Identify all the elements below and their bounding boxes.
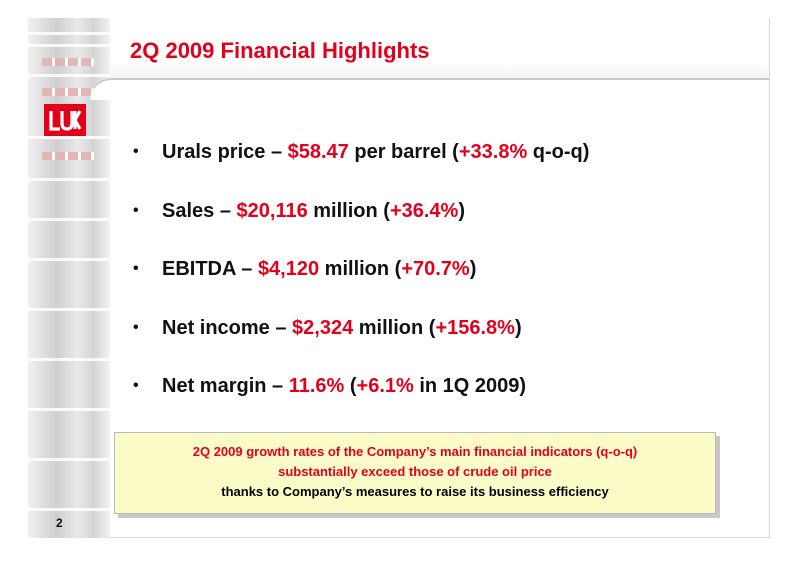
bullet-label: Urals price –: [162, 141, 288, 163]
bullet-label: Sales –: [162, 199, 237, 222]
bullet-label: million (: [319, 258, 402, 280]
bullet-marker: •: [133, 377, 139, 394]
bullet-value: $2,324: [292, 316, 354, 339]
bullet-marker: •: [133, 143, 139, 160]
callout-line-2: substantially exceed those of crude oil …: [278, 464, 552, 479]
bullet-value: +70.7%: [401, 258, 470, 280]
bullet-label: per barrel (: [348, 141, 459, 163]
bullet-item: • Net margin – 11.6% (+6.1% in 1Q 2009): [133, 372, 589, 431]
bullet-item: • EBITDA – $4,120 million (+70.7%): [133, 255, 589, 314]
bullet-marker: •: [133, 260, 139, 277]
bullet-text: Sales – $20,116 million (+36.4%): [162, 197, 465, 225]
header-band: [110, 18, 769, 88]
bullet-label: Net margin –: [162, 375, 289, 397]
bullet-label: ): [514, 316, 522, 339]
bullet-text: Urals price – $58.47 per barrel (+33.8% …: [162, 138, 589, 166]
logo-mark-icon: [49, 110, 82, 131]
bullet-label: (: [344, 375, 357, 397]
callout-box: 2Q 2009 growth rates of the Company’s ma…: [114, 432, 716, 514]
bullet-item: • Urals price – $58.47 per barrel (+33.8%…: [133, 138, 589, 197]
callout-line-3: thanks to Company’s measures to raise it…: [221, 484, 609, 499]
lukoil-logo: [44, 104, 86, 136]
header-curve: [90, 78, 769, 100]
bullet-value: 11.6%: [288, 375, 345, 397]
bullet-label: EBITDA –: [162, 258, 258, 280]
frame-right-line: [769, 18, 770, 538]
bullet-value: $4,120: [257, 258, 320, 280]
bullet-marker: •: [133, 318, 139, 336]
bullet-text: EBITDA – $4,120 million (+70.7%): [162, 255, 476, 283]
bullet-value: +33.8%: [458, 141, 528, 163]
left-decorative-column: [28, 18, 110, 538]
bullet-text: Net income – $2,324 million (+156.8%): [162, 314, 522, 342]
bullet-item: • Sales – $20,116 million (+36.4%): [133, 197, 589, 256]
bullet-value: $20,116: [236, 199, 308, 222]
frame-bottom-line: [28, 537, 770, 538]
bullet-label: million (: [353, 316, 436, 339]
bullet-value: $58.47: [287, 141, 349, 163]
bullet-label: million (: [307, 199, 390, 222]
bullet-value: +36.4%: [389, 199, 459, 222]
bullet-label: ): [458, 199, 465, 222]
bullet-value: +6.1%: [356, 375, 414, 397]
callout-line-1: 2Q 2009 growth rates of the Company’s ma…: [192, 444, 638, 459]
bullet-text: Net margin – 11.6% (+6.1% in 1Q 2009): [162, 372, 526, 400]
bullet-label: q-o-q): [527, 141, 590, 163]
bullet-marker: •: [133, 201, 139, 219]
bullet-value: +156.8%: [435, 316, 515, 339]
page-number: 2: [56, 516, 63, 530]
bullet-label: ): [469, 258, 477, 280]
bullet-label: Net income –: [162, 316, 293, 339]
slide-title: 2Q 2009 Financial Highlights: [130, 38, 430, 63]
bullet-item: • Net income – $2,324 million (+156.8%): [133, 314, 589, 373]
bullet-label: in 1Q 2009): [413, 375, 527, 397]
highlights-list: • Urals price – $58.47 per barrel (+33.8%…: [133, 138, 589, 431]
